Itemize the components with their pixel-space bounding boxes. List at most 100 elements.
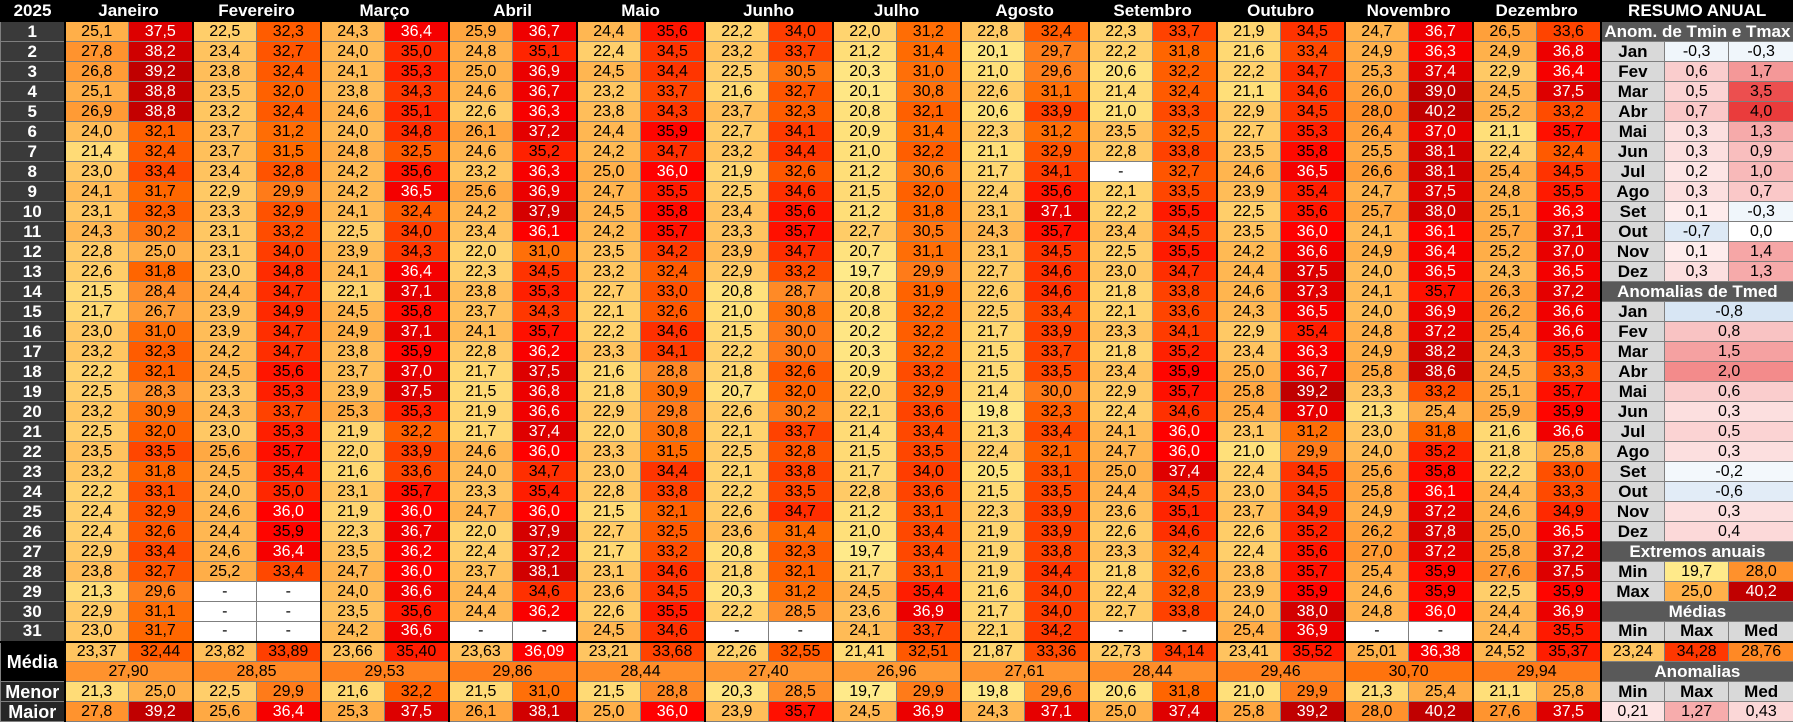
tmin-cell: 21,2: [833, 202, 897, 222]
tmax-cell: 39,2: [1281, 382, 1345, 402]
tmax-cell: 33,4: [897, 542, 961, 562]
month-header-agosto: Agosto: [961, 1, 1089, 22]
menor-tmin: 20,6: [1089, 682, 1153, 702]
tmin-cell: 26,2: [1473, 302, 1537, 322]
tmax-cell: 37,2: [513, 542, 577, 562]
tmin-cell: 21,7: [961, 162, 1025, 182]
tmin-cell: -: [449, 622, 513, 642]
tmax-cell: 35,9: [1153, 362, 1217, 382]
tmin-cell: 20,2: [833, 322, 897, 342]
tmax-cell: 32,3: [257, 22, 321, 42]
tmax-cell: 34,2: [641, 242, 705, 262]
tmin-cell: 22,9: [705, 262, 769, 282]
anom-month-label: Set: [1601, 202, 1665, 222]
tmin-cell: 23,2: [193, 102, 257, 122]
tmax-cell: 31,5: [257, 142, 321, 162]
tmin-cell: 22,3: [961, 502, 1025, 522]
tmax-cell: 37,5: [129, 22, 193, 42]
tmin-cell: 20,8: [833, 282, 897, 302]
tmin-cell: 24,2: [1217, 242, 1281, 262]
tmax-cell: 33,7: [257, 402, 321, 422]
tmin-cell: 23,8: [321, 82, 385, 102]
tmax-cell: 29,6: [1025, 62, 1089, 82]
tmin-cell: 24,9: [1345, 342, 1409, 362]
tmin-cell: 22,0: [321, 442, 385, 462]
extremo-max-value: 28,0: [1729, 562, 1793, 582]
tmax-cell: 36,5: [385, 182, 449, 202]
menor-tmin: 19,7: [833, 682, 897, 702]
tmax-cell: 32,8: [257, 162, 321, 182]
tmax-cell: 35,2: [1153, 342, 1217, 362]
tmin-cell: 23,2: [65, 462, 129, 482]
tmin-cell: 22,8: [449, 342, 513, 362]
tmax-cell: 33,1: [129, 482, 193, 502]
tmin-cell: 21,9: [961, 522, 1025, 542]
tmax-cell: 33,8: [641, 482, 705, 502]
tmin-cell: 24,6: [321, 102, 385, 122]
tmin-cell: 24,6: [193, 502, 257, 522]
tmax-cell: -: [257, 622, 321, 642]
tmax-cell: 34,4: [641, 462, 705, 482]
tmax-cell: -: [1153, 622, 1217, 642]
medias-value: 28,76: [1729, 642, 1793, 662]
tmax-cell: 35,7: [1409, 282, 1473, 302]
tmin-cell: 22,5: [705, 182, 769, 202]
tmin-cell: 21,0: [1217, 442, 1281, 462]
tmin-cell: 21,8: [705, 562, 769, 582]
tmin-cell: 22,7: [833, 222, 897, 242]
tmed-value: 26,96: [833, 662, 961, 682]
tmin-cell: 21,7: [449, 362, 513, 382]
tmax-cell: 34,5: [1281, 482, 1345, 502]
day-label: 19: [1, 382, 65, 402]
tmed-month-label: Set: [1601, 462, 1665, 482]
tmax-cell: 36,9: [897, 602, 961, 622]
tmax-cell: 35,9: [1409, 562, 1473, 582]
tmax-cell: 33,8: [1153, 142, 1217, 162]
tmax-cell: 36,1: [513, 222, 577, 242]
tmax-cell: 37,4: [1153, 462, 1217, 482]
tmax-cell: 35,3: [257, 422, 321, 442]
tmin-cell: 24,6: [1217, 282, 1281, 302]
tmax-cell: 33,4: [897, 522, 961, 542]
tmax-cell: 32,4: [641, 262, 705, 282]
tmin-cell: 24,0: [449, 462, 513, 482]
tmin-cell: 25,4: [1473, 322, 1537, 342]
menor-tmax: 29,9: [897, 682, 961, 702]
tmin-cell: 24,2: [449, 202, 513, 222]
tmax-cell: 35,3: [1281, 122, 1345, 142]
tmax-cell: 35,7: [257, 442, 321, 462]
tmax-cell: 34,9: [1281, 502, 1345, 522]
tmin-cell: 20,5: [961, 462, 1025, 482]
tmin-cell: 24,8: [1473, 182, 1537, 202]
anom-tmax-value: 1,3: [1729, 262, 1793, 282]
tmax-cell: 38,8: [129, 82, 193, 102]
tmax-cell: 36,0: [513, 502, 577, 522]
tmax-cell: 32,3: [129, 342, 193, 362]
day-label: 23: [1, 462, 65, 482]
tmin-cell: 24,9: [1345, 502, 1409, 522]
anom-tmed-value: -0,2: [1665, 462, 1793, 482]
tmin-cell: 25,4: [1345, 562, 1409, 582]
tmax-cell: 36,3: [513, 102, 577, 122]
tmax-cell: 29,9: [257, 182, 321, 202]
tmax-cell: 31,8: [1409, 422, 1473, 442]
anom-tmin-value: -0,3: [1665, 42, 1729, 62]
tmax-cell: 28,7: [769, 282, 833, 302]
tmin-cell: 24,1: [321, 62, 385, 82]
tmin-cell: 22,1: [705, 422, 769, 442]
maior-tmax: 35,7: [769, 702, 833, 722]
tmin-cell: 24,0: [1345, 302, 1409, 322]
tmin-cell: 22,0: [833, 382, 897, 402]
tmax-cell: 34,7: [641, 142, 705, 162]
tmin-cell: 23,8: [193, 62, 257, 82]
tmin-cell: 22,8: [833, 482, 897, 502]
tmin-cell: 24,2: [577, 142, 641, 162]
extremo-max-value: 40,2: [1729, 582, 1793, 602]
tmin-cell: 21,1: [1217, 82, 1281, 102]
